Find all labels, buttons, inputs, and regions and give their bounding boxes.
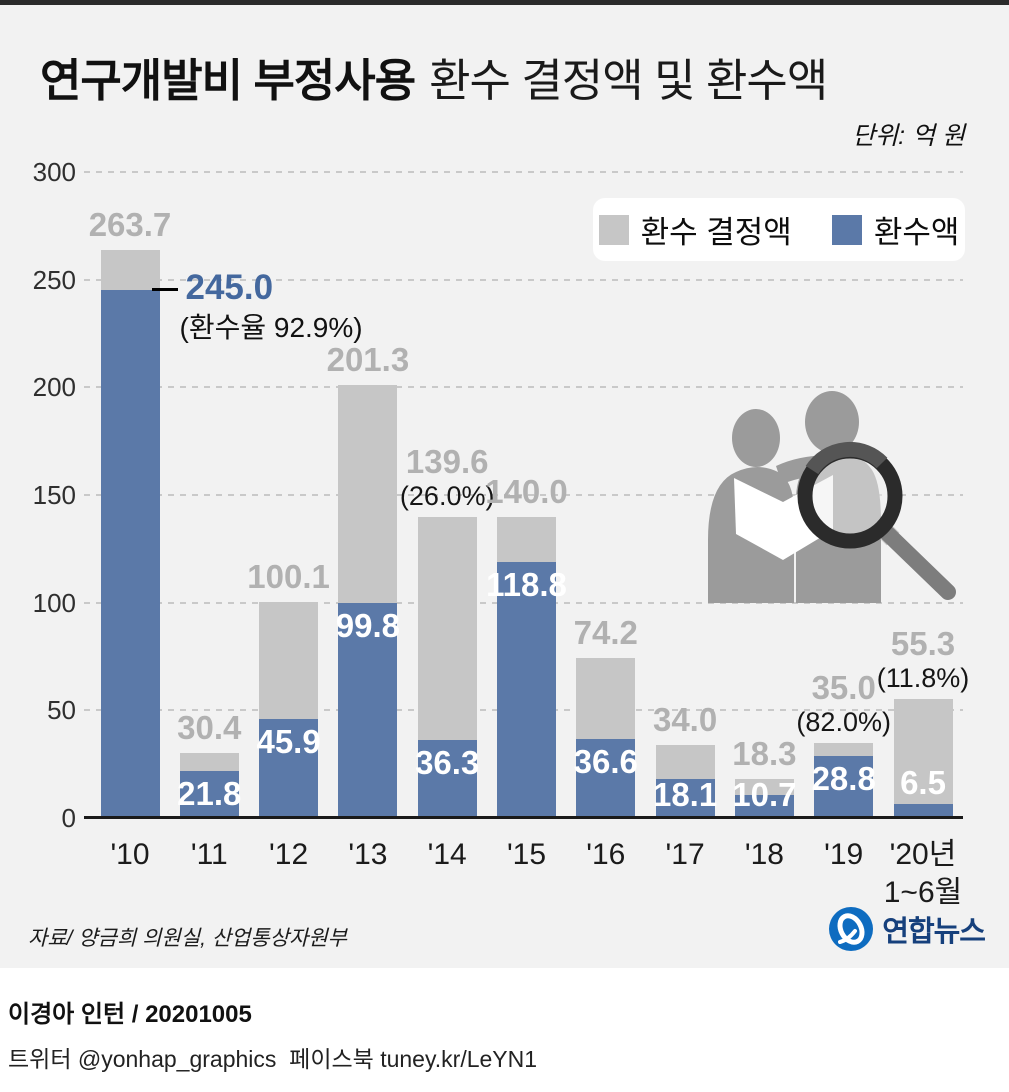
bar-recovered-'19 bbox=[814, 756, 874, 818]
bar-recovered-'14 bbox=[417, 740, 477, 818]
author-credit: 이경아 인턴 / 20201005 bbox=[8, 1001, 252, 1028]
value-label-recovered: 118.8 bbox=[486, 566, 567, 603]
yonhap-logo-text: 연합뉴스 bbox=[882, 916, 986, 948]
value-label-recovered: 36.3 bbox=[415, 744, 480, 781]
bar-recovered-'16 bbox=[576, 739, 636, 818]
value-label-decided: 35.0 (82.0%) bbox=[796, 668, 891, 737]
percent-label: (82.0%) bbox=[796, 706, 891, 737]
y-axis-tick-150: 150 bbox=[32, 480, 76, 510]
percent-label: (26.0%) bbox=[399, 480, 495, 511]
legend-label-recovered: 환수액 bbox=[873, 215, 960, 250]
bar-recovered-'17 bbox=[655, 779, 715, 818]
y-axis-tick-0: 0 bbox=[61, 803, 76, 833]
value-label-decided: 34.0 bbox=[652, 701, 718, 739]
page-title: 연구개발비 부정사용 환수 결정액 및 환수액 bbox=[40, 44, 828, 109]
gridline-150 bbox=[84, 494, 963, 496]
x-axis-label-10: '10 bbox=[110, 838, 150, 871]
x-axis-label-13: '13 bbox=[348, 838, 388, 871]
value-label-decided: 263.7 bbox=[88, 206, 172, 244]
page-title-emphasis: 연구개발비 부정사용 bbox=[40, 55, 416, 106]
x-axis-label-18: '18 bbox=[744, 838, 784, 871]
yonhap-logo: 연합뉴스 bbox=[828, 906, 986, 952]
bar-recovered-'11 bbox=[179, 771, 239, 818]
value-label-recovered: 36.6 bbox=[573, 743, 638, 780]
unit-label: 단위: 억 원 bbox=[852, 122, 965, 150]
value-label-decided: 74.2 bbox=[573, 614, 638, 652]
value-label-decided: 140.0 bbox=[485, 473, 568, 511]
value-label-decided: 201.3 bbox=[326, 341, 410, 379]
value-label-decided: 100.1 bbox=[247, 558, 330, 596]
value-label-recovered: 6.5 bbox=[900, 764, 946, 801]
bar-recovered-'20년1~6월 bbox=[893, 804, 953, 818]
value-label-decided: 18.3 bbox=[732, 735, 797, 773]
gridline-250 bbox=[84, 278, 963, 281]
legend-label-decided: 환수 결정액 bbox=[640, 215, 792, 250]
value-label-decided: 30.4 bbox=[177, 709, 242, 747]
gridline-200 bbox=[84, 386, 963, 389]
x-axis-label-12: '12 bbox=[269, 838, 309, 871]
value-label-recovered: 45.9 bbox=[256, 723, 321, 760]
x-axis-label-17: '17 bbox=[665, 838, 705, 871]
bar-recovered-'13 bbox=[338, 603, 398, 818]
bar-recovered-'10 bbox=[100, 290, 160, 818]
bar-recovered-'15 bbox=[497, 562, 556, 818]
x-axis-label-19: '19 bbox=[824, 838, 864, 871]
bar-recovered-'18 bbox=[734, 795, 794, 818]
source-credit: 자료/ 양금희 의원실, 산업통상자원부 bbox=[28, 927, 347, 950]
y-axis-tick-250: 250 bbox=[32, 264, 76, 295]
value-label-decided: 139.6 (26.0%) bbox=[399, 442, 495, 511]
x-axis-label-16: '16 bbox=[586, 838, 626, 871]
bar-recovered-'12 bbox=[259, 719, 319, 818]
y-axis-tick-100: 100 bbox=[32, 587, 76, 618]
legend-swatch-decided-icon bbox=[598, 214, 629, 245]
value-label-recovered: 28.8 bbox=[811, 760, 876, 797]
people-with-magnifier-icon bbox=[708, 391, 956, 603]
social-links: 트위터 @yonhap_graphics 페이스북 tuney.kr/LeYN1 bbox=[8, 1046, 538, 1072]
callout-recovered-value: 245.0 bbox=[185, 268, 274, 307]
y-axis-tick-200: 200 bbox=[32, 372, 76, 403]
percent-label: (11.8%) bbox=[876, 662, 970, 693]
page-title-rest: 환수 결정액 및 환수액 bbox=[429, 55, 828, 106]
gridline-300 bbox=[84, 171, 963, 173]
value-label-recovered: 10.7 bbox=[732, 776, 797, 813]
x-axis-label-14: '14 bbox=[427, 838, 467, 871]
chart-legend: 환수 결정액 환수액 bbox=[593, 198, 965, 261]
callout-leader-line bbox=[151, 288, 178, 291]
x-axis-label-11: '11 bbox=[190, 838, 228, 871]
callout-recovery-rate: (환수율 92.9%) bbox=[179, 312, 363, 343]
value-label-decided: 55.3 (11.8%) bbox=[876, 624, 970, 693]
legend-swatch-recovered-icon bbox=[831, 214, 862, 245]
value-label-recovered: 99.8 bbox=[335, 607, 401, 644]
x-axis-label-20: '20년 1~6월 bbox=[883, 838, 963, 909]
value-label-recovered: 18.1 bbox=[652, 776, 718, 813]
bar-decided-'20년1~6월 bbox=[893, 699, 953, 818]
yonhap-logo-icon bbox=[829, 907, 874, 951]
value-label-recovered: 21.8 bbox=[177, 775, 242, 812]
x-axis-label-15: '15 bbox=[506, 838, 547, 871]
y-axis-tick-300: 300 bbox=[32, 157, 76, 187]
x-axis-line bbox=[84, 816, 963, 819]
y-axis-tick-50: 50 bbox=[47, 695, 76, 726]
